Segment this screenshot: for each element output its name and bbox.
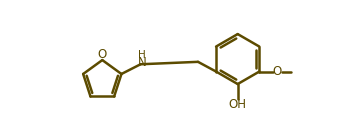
Text: N: N — [137, 56, 146, 69]
Text: O: O — [98, 48, 107, 61]
Text: O: O — [272, 65, 282, 78]
Text: OH: OH — [229, 98, 247, 111]
Text: H: H — [138, 50, 146, 60]
